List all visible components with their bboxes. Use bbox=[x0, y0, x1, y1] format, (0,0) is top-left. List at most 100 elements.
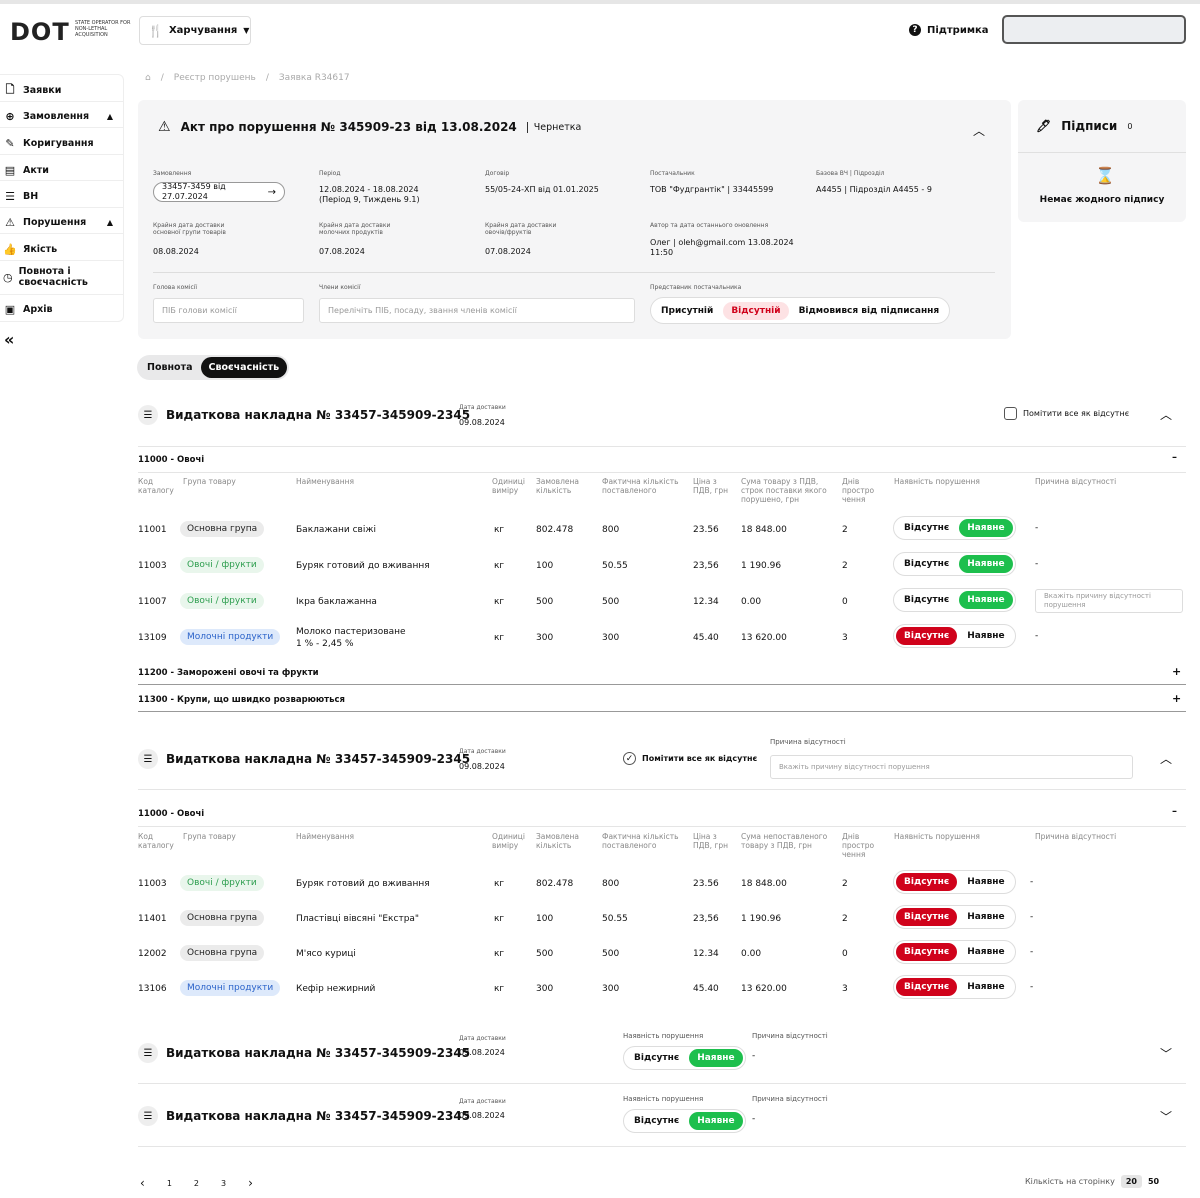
order-link-button[interactable]: 33457-3459 від 27.07.2024 → bbox=[153, 182, 285, 202]
option-present[interactable]: Наявне bbox=[689, 1049, 743, 1067]
breadcrumb-registry[interactable]: Реєстр порушень bbox=[173, 73, 256, 83]
reason-input[interactable]: Вкажіть причину відсутності порушення bbox=[1035, 589, 1183, 613]
option-absent[interactable]: Відсутнє bbox=[896, 908, 958, 926]
option-absent[interactable]: Відсутнє bbox=[896, 873, 958, 891]
column-header: Найменування bbox=[296, 832, 355, 841]
rep-present[interactable]: Присутній bbox=[661, 305, 714, 316]
expand-chevron-down-icon[interactable]: ﹀ bbox=[1160, 1047, 1173, 1061]
product-name: Баклажани свіжі bbox=[296, 525, 376, 535]
option-present[interactable]: Наявне bbox=[967, 912, 1005, 922]
violation-switch[interactable]: Відсутнє Наявне bbox=[623, 1109, 746, 1133]
option-present[interactable]: Наявне bbox=[967, 877, 1005, 887]
violation-switch[interactable]: Відсутнє Наявне bbox=[893, 905, 1016, 929]
option-present[interactable]: Наявне bbox=[959, 555, 1013, 573]
members-input[interactable]: Перелічіть ПІБ, посаду, звання членів ко… bbox=[319, 298, 635, 323]
home-icon[interactable]: ⌂ bbox=[145, 73, 151, 83]
per-page-50[interactable]: 50 bbox=[1147, 1177, 1160, 1186]
head-input[interactable]: ПІБ голови комісії bbox=[153, 298, 304, 323]
collapse-minus-icon[interactable]: – bbox=[1172, 452, 1177, 463]
per-page-20[interactable]: 20 bbox=[1120, 1175, 1142, 1188]
page-2[interactable]: 2 bbox=[193, 1178, 199, 1188]
violation-switch[interactable]: Відсутнє Наявне bbox=[893, 870, 1016, 894]
overdue-days: 2 bbox=[842, 914, 848, 924]
expand-plus-icon[interactable]: + bbox=[1172, 692, 1182, 705]
option-present[interactable]: Наявне bbox=[967, 982, 1005, 992]
collapse-chevron-up-icon[interactable]: ︿ bbox=[973, 124, 986, 138]
option-absent[interactable]: Відсутнє bbox=[904, 559, 950, 569]
expand-plus-icon[interactable]: + bbox=[1172, 665, 1182, 678]
reason: - bbox=[752, 1114, 756, 1124]
unit: кг bbox=[494, 561, 505, 571]
act-status: Чернетка bbox=[526, 121, 581, 133]
option-present[interactable]: Наявне bbox=[959, 519, 1013, 537]
prev-page-icon[interactable]: ‹ bbox=[140, 1176, 145, 1190]
option-present[interactable]: Наявне bbox=[689, 1112, 743, 1130]
violation-switch[interactable]: Відсутнє Наявне bbox=[893, 516, 1016, 540]
ordered-qty: 802.478 bbox=[536, 525, 574, 535]
reason: - bbox=[1030, 947, 1034, 957]
sidebar-item-orders[interactable]: ⊕ Замовлення ▲ bbox=[3, 109, 121, 123]
rep-absent[interactable]: Відсутній bbox=[723, 301, 789, 320]
reason-input[interactable]: Вкажіть причину відсутності порушення bbox=[770, 755, 1133, 779]
deadline-main-label: Крайня дата доставки основної групи това… bbox=[153, 222, 226, 236]
page-3[interactable]: 3 bbox=[221, 1178, 227, 1188]
sidebar-item-quality[interactable]: 👍 Якість bbox=[3, 242, 58, 256]
overdue-days: 2 bbox=[842, 561, 848, 571]
mark-all-absent-checkbox[interactable]: ✓ Помітити все як відсутнє bbox=[623, 752, 757, 765]
sidebar-item-archive[interactable]: ▣ Архів bbox=[4, 302, 53, 316]
violation-switch[interactable]: Відсутнє Наявне bbox=[893, 975, 1016, 999]
support-link[interactable]: ? Підтримка bbox=[909, 24, 989, 36]
option-absent[interactable]: Відсутнє bbox=[634, 1116, 680, 1126]
sidebar-item-violations[interactable]: ⚠ Порушення ▲ bbox=[3, 215, 121, 229]
option-present[interactable]: Наявне bbox=[959, 591, 1013, 609]
violation-switch[interactable]: Відсутнє Наявне bbox=[893, 624, 1016, 648]
option-absent[interactable]: Відсутнє bbox=[904, 523, 950, 533]
actual-qty: 500 bbox=[602, 597, 620, 607]
mark-all-absent-checkbox[interactable]: Помітити все як відсутнє bbox=[1004, 407, 1129, 420]
collapse-chevron-up-icon[interactable]: ︿ bbox=[1160, 408, 1173, 422]
members-label: Члени комісії bbox=[319, 284, 361, 291]
hourglass-icon: ⌛ bbox=[1095, 166, 1115, 185]
sidebar-item-vn[interactable]: ☰ ВН bbox=[3, 189, 121, 203]
product-name: Ікра баклажанна bbox=[296, 597, 377, 607]
option-present[interactable]: Наявне bbox=[967, 631, 1005, 641]
mode-toggle[interactable]: Повнота Своєчасність bbox=[137, 355, 290, 380]
delivery-date: 09.08.2024 bbox=[459, 418, 505, 427]
option-absent[interactable]: Відсутнє bbox=[634, 1053, 680, 1063]
rep-selector[interactable]: Присутній Відсутній Відмовився від підпи… bbox=[650, 297, 951, 324]
column-header: Код каталогу bbox=[138, 477, 174, 495]
sidebar-item-completeness[interactable]: ◷ Повнота і своєчасність bbox=[3, 266, 88, 288]
actual-qty: 500 bbox=[602, 949, 620, 959]
sidebar-item-acts[interactable]: ▤ Акти bbox=[4, 163, 49, 177]
violation-switch[interactable]: Відсутнє Наявне bbox=[893, 940, 1016, 964]
product-name: Молоко пастеризоване bbox=[296, 627, 406, 637]
column-header: Днів простро чення bbox=[842, 832, 875, 859]
collapse-chevron-up-icon[interactable]: ︿ bbox=[1160, 752, 1173, 766]
category-header: 11300 - Крупи, що швидко розварюються bbox=[138, 695, 345, 705]
page-1[interactable]: 1 bbox=[166, 1178, 172, 1188]
option-absent[interactable]: Відсутнє bbox=[904, 595, 950, 605]
next-page-icon[interactable]: › bbox=[248, 1176, 253, 1190]
warning-icon: ⚠ bbox=[5, 215, 15, 229]
search-input[interactable] bbox=[1002, 15, 1186, 44]
sidebar-item-corrections[interactable]: ✎ Коригування bbox=[3, 136, 121, 150]
collapse-minus-icon[interactable]: – bbox=[1172, 806, 1177, 817]
collapse-sidebar-icon[interactable]: « bbox=[4, 330, 15, 349]
toggle-completeness[interactable]: Повнота bbox=[147, 362, 193, 373]
group-tag: Овочі / фрукти bbox=[180, 557, 264, 573]
expand-chevron-down-icon[interactable]: ﹀ bbox=[1160, 1110, 1173, 1124]
option-present[interactable]: Наявне bbox=[967, 947, 1005, 957]
actual-qty: 50.55 bbox=[602, 561, 628, 571]
violation-switch[interactable]: Відсутнє Наявне bbox=[893, 588, 1016, 612]
violation-switch[interactable]: Відсутнє Наявне bbox=[893, 552, 1016, 576]
rep-refused[interactable]: Відмовився від підписання bbox=[798, 305, 940, 316]
sidebar-item-requests[interactable]: 🗋 Заявки bbox=[3, 83, 121, 97]
reason: - bbox=[1030, 877, 1034, 887]
option-absent[interactable]: Відсутнє bbox=[896, 978, 958, 996]
option-absent[interactable]: Відсутнє bbox=[896, 943, 958, 961]
toggle-timeliness[interactable]: Своєчасність bbox=[200, 357, 288, 378]
option-absent[interactable]: Відсутнє bbox=[896, 627, 958, 645]
category-dropdown[interactable]: 🍴 Харчування ▼ bbox=[139, 16, 251, 45]
pagination: ‹ 1 2 3 › bbox=[140, 1176, 253, 1190]
violation-switch[interactable]: Відсутнє Наявне bbox=[623, 1046, 746, 1070]
